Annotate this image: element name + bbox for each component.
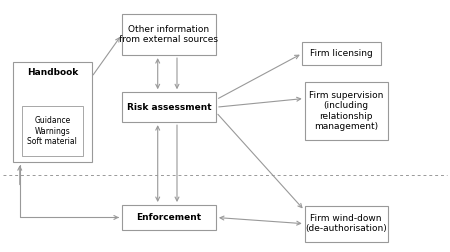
FancyBboxPatch shape xyxy=(122,205,216,230)
Text: Firm supervision
(including
relationship
management): Firm supervision (including relationship… xyxy=(309,91,383,131)
Text: Enforcement: Enforcement xyxy=(136,213,202,222)
FancyBboxPatch shape xyxy=(122,92,216,122)
Text: Other information
from external sources: Other information from external sources xyxy=(119,25,218,44)
Text: Risk assessment: Risk assessment xyxy=(126,103,211,112)
FancyBboxPatch shape xyxy=(22,106,83,156)
Text: Handbook: Handbook xyxy=(27,68,78,77)
FancyBboxPatch shape xyxy=(305,82,387,140)
FancyBboxPatch shape xyxy=(305,206,387,242)
FancyBboxPatch shape xyxy=(122,14,216,55)
FancyBboxPatch shape xyxy=(13,62,91,162)
Text: Firm wind-down
(de-authorisation): Firm wind-down (de-authorisation) xyxy=(305,214,387,233)
FancyBboxPatch shape xyxy=(302,42,381,65)
Text: Firm licensing: Firm licensing xyxy=(310,49,373,58)
Text: Guidance
Warnings
Soft material: Guidance Warnings Soft material xyxy=(27,116,77,146)
